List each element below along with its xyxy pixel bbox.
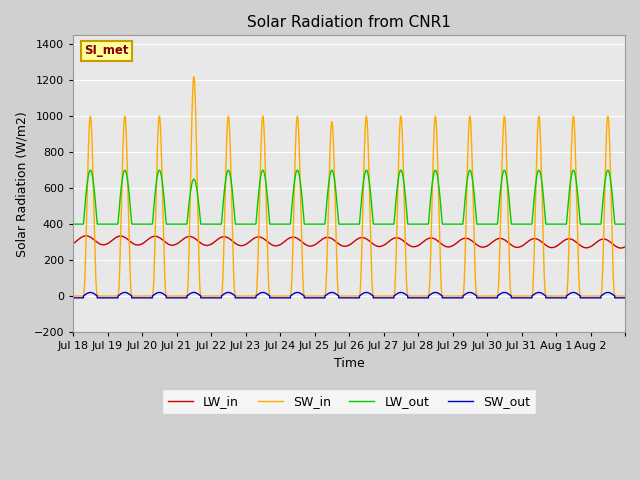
- LW_in: [399, 238, 407, 243]
- SW_in: [184, 290, 191, 296]
- LW_out: [399, 174, 407, 180]
- LW_out: [542, 221, 550, 227]
- Legend: LW_in, SW_in, LW_out, SW_out: LW_in, SW_in, LW_out, SW_out: [162, 389, 536, 414]
- LW_out: [69, 221, 77, 227]
- SW_out: [184, 293, 191, 299]
- LW_in: [617, 245, 625, 251]
- Line: LW_in: LW_in: [73, 236, 625, 248]
- LW_out: [528, 221, 536, 227]
- SW_in: [399, 157, 407, 163]
- SW_out: [69, 295, 77, 301]
- Text: SI_met: SI_met: [84, 44, 129, 57]
- SW_out: [399, 290, 407, 296]
- LW_in: [82, 233, 90, 239]
- LW_in: [370, 241, 378, 247]
- Line: SW_in: SW_in: [73, 77, 625, 296]
- SW_in: [542, 293, 550, 299]
- LW_out: [500, 168, 508, 173]
- SW_out: [86, 289, 94, 295]
- LW_out: [370, 221, 378, 227]
- LW_in: [500, 237, 508, 243]
- SW_out: [500, 289, 508, 295]
- SW_in: [190, 74, 198, 80]
- Line: SW_out: SW_out: [73, 292, 625, 298]
- SW_out: [621, 295, 629, 301]
- LW_out: [86, 168, 94, 173]
- SW_in: [528, 293, 536, 299]
- Line: LW_out: LW_out: [73, 170, 625, 224]
- SW_in: [500, 113, 508, 119]
- SW_out: [370, 295, 378, 301]
- LW_out: [621, 221, 629, 227]
- LW_in: [184, 234, 191, 240]
- SW_in: [69, 293, 77, 299]
- LW_in: [542, 242, 550, 248]
- X-axis label: Time: Time: [333, 357, 364, 370]
- SW_out: [528, 295, 536, 301]
- LW_out: [184, 215, 191, 220]
- SW_in: [370, 293, 378, 299]
- LW_in: [528, 236, 536, 242]
- Title: Solar Radiation from CNR1: Solar Radiation from CNR1: [247, 15, 451, 30]
- SW_in: [621, 293, 629, 299]
- SW_out: [542, 295, 550, 301]
- Y-axis label: Solar Radiation (W/m2): Solar Radiation (W/m2): [15, 111, 28, 256]
- LW_in: [621, 244, 629, 250]
- LW_in: [69, 240, 77, 246]
